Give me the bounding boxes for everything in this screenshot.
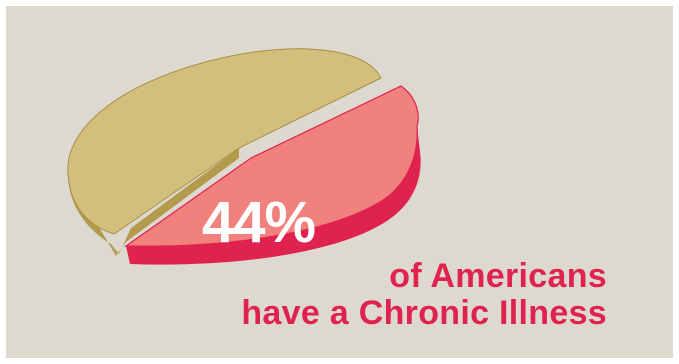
pie-slice-chronic-top [124, 85, 419, 247]
percent-data-label: 44% [202, 190, 316, 255]
pie-slice-remainder-top [67, 48, 382, 235]
caption-line-2: have a Chronic Illness [241, 294, 607, 332]
caption-line-1: of Americans [389, 257, 607, 295]
pie-chart [67, 48, 421, 265]
caption: of Americans have a Chronic Illness [241, 258, 607, 332]
pie-slice-chronic-side [126, 126, 421, 265]
infographic-panel: 44% of Americans have a Chronic Illness [6, 6, 673, 358]
